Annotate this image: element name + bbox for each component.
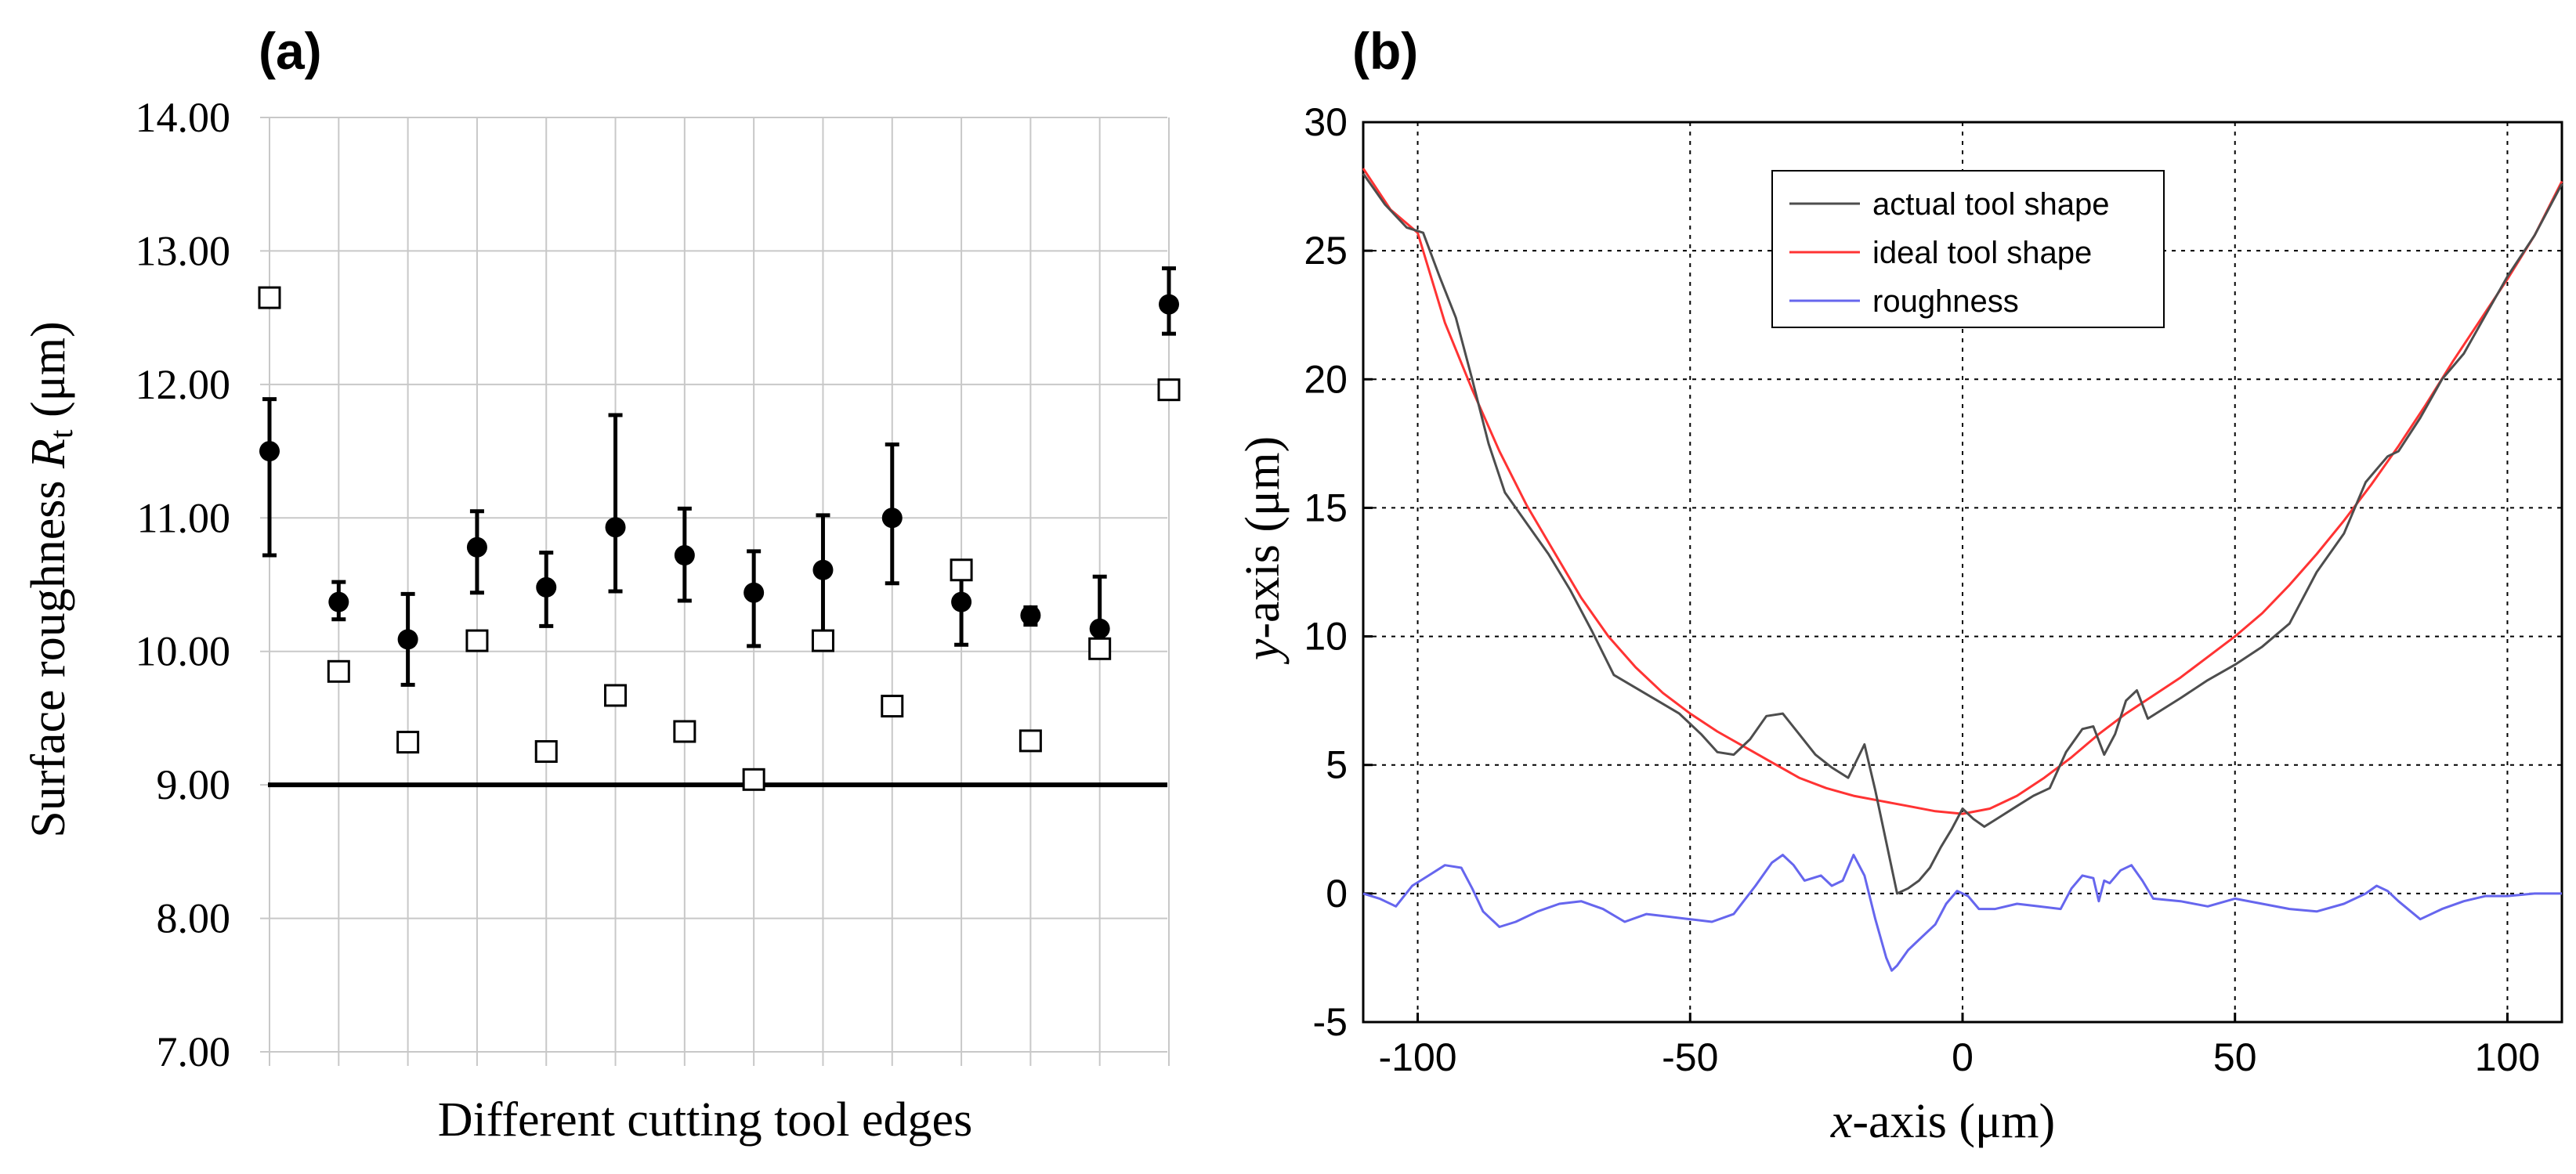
panel-a-y-axis-label-subscript: t [44, 429, 80, 439]
panel-a-y-axis-label-symbol: R [22, 439, 75, 469]
panel-a-grid [260, 117, 1170, 1066]
y-tick-label: 12.00 [136, 361, 231, 408]
mean-marker [466, 536, 487, 558]
x-tick-label: 100 [2475, 1035, 2540, 1079]
mean-marker [674, 545, 695, 566]
panel-b-y-axis-label: y-axis (μm) [1236, 436, 1290, 665]
panel-b-grid [1363, 122, 2562, 1022]
y-tick-label: 9.00 [157, 761, 231, 808]
panel-b-x-axis-label-symbol: x [1830, 1095, 1853, 1148]
panel-b-y-axis-label-symbol: y [1236, 638, 1290, 665]
panel-b-label: (b) [1352, 22, 1418, 80]
y-tick-label: -5 [1313, 1000, 1348, 1044]
mean-marker [951, 591, 972, 612]
panel-a-x-axis-label: Different cutting tool edges [438, 1093, 972, 1147]
square-marker [950, 558, 973, 582]
square-marker [1088, 637, 1112, 660]
square-marker [465, 629, 489, 652]
square-marker [604, 684, 628, 707]
panel-a-y-axis-label-unit: (μm) [22, 321, 75, 429]
panel-a-square-markers [258, 286, 1181, 791]
y-tick-label: 0 [1326, 872, 1348, 916]
x-tick-label: -50 [1662, 1035, 1718, 1079]
panel-a-label: (a) [259, 22, 322, 80]
mean-marker [605, 517, 626, 538]
panel-a-mean-markers [259, 294, 1179, 650]
legend-label-2: ideal tool shape [1872, 236, 2092, 270]
mean-marker [812, 559, 834, 580]
mean-marker [881, 508, 903, 529]
square-marker [673, 720, 696, 743]
y-tick-label: 13.00 [136, 227, 231, 274]
panel-b-series [1362, 168, 2563, 972]
square-marker [1157, 378, 1181, 402]
panel-b-y-axis-label-rest: -axis (μm) [1236, 436, 1290, 639]
roughness-line [1362, 854, 2562, 972]
x-tick-label: 0 [1952, 1035, 1974, 1079]
mean-marker [1089, 618, 1110, 639]
mean-marker [397, 629, 418, 650]
panel-a-y-ticks: 7.00 8.00 9.00 10.00 11.00 12.00 13.00 14.00 [136, 94, 231, 1075]
y-tick-label: 20 [1304, 357, 1348, 401]
x-tick-label: -100 [1379, 1035, 1457, 1079]
y-tick-label: 7.00 [157, 1028, 231, 1075]
square-marker [1018, 729, 1042, 753]
mean-marker [1020, 605, 1041, 626]
legend-label-1: actual tool shape [1872, 187, 2109, 222]
square-marker [881, 695, 904, 718]
y-tick-label: 8.00 [157, 895, 231, 942]
y-tick-label: 15 [1304, 486, 1348, 529]
square-marker [534, 740, 558, 764]
y-tick-label: 10 [1304, 615, 1348, 659]
square-marker [742, 768, 765, 791]
panel-a: (a) 7.00 8.00 9.00 10.00 11.00 12.00 13.00 14.0… [22, 22, 1181, 1147]
panel-b-x-axis-label-rest: -axis (μm) [1852, 1095, 2055, 1148]
panel-a-y-axis-label: Surface roughness Rt (μm) [22, 321, 80, 838]
y-tick-label: 10.00 [136, 628, 231, 675]
mean-marker [1159, 294, 1179, 315]
panel-a-error-bars [262, 266, 1176, 687]
y-tick-label: 30 [1304, 100, 1348, 144]
mean-marker [536, 576, 557, 598]
x-tick-label: 50 [2213, 1035, 2257, 1079]
panel-b-legend: actual tool shape ideal tool shape roughne… [1771, 170, 2165, 328]
mean-marker [259, 441, 280, 462]
square-marker [811, 629, 834, 652]
y-tick-label: 5 [1326, 743, 1348, 787]
ideal-tool-shape-line [1362, 168, 2563, 815]
square-marker [258, 286, 281, 309]
panel-a-y-axis-label-main: Surface roughness [22, 468, 75, 838]
y-tick-label: 14.00 [136, 94, 231, 141]
mean-marker [743, 582, 765, 603]
y-tick-label: 11.00 [137, 494, 231, 541]
legend-label-3: roughness [1872, 284, 2019, 319]
mean-marker [328, 591, 349, 612]
panel-b-x-axis-label: x-axis (μm) [1830, 1095, 2055, 1148]
square-marker [327, 659, 350, 683]
y-tick-label: 25 [1304, 229, 1348, 273]
actual-tool-shape-line [1362, 172, 2563, 895]
square-marker [396, 731, 420, 754]
